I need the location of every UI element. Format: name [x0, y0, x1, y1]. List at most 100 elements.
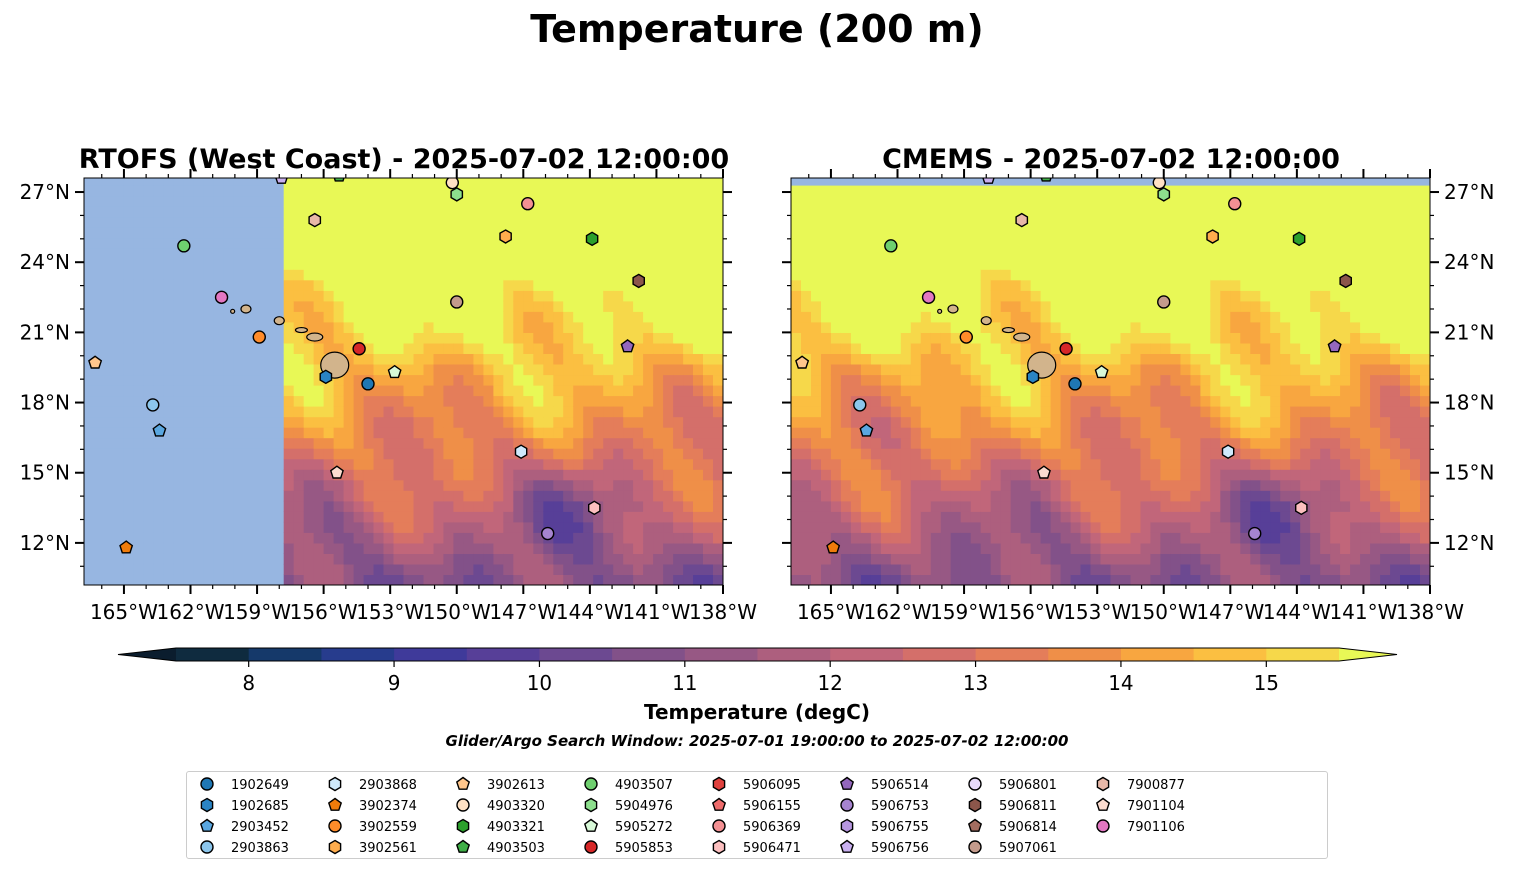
x-tick-label: 150°W — [1130, 600, 1198, 624]
legend-item: 5906755 — [841, 820, 929, 836]
y-tick-label: 18°N — [1444, 391, 1494, 415]
legend-item: 1902685 — [201, 799, 289, 815]
search-window-caption: Glider/Argo Search Window: 2025-07-01 19… — [446, 732, 1069, 750]
colorbar-segment — [394, 648, 467, 661]
legend-label: 2903452 — [231, 820, 289, 835]
legend-marker-4903320 — [457, 799, 469, 811]
legend-marker-1902685 — [201, 799, 212, 812]
x-tick-label: 162°W — [864, 600, 932, 624]
colorbar-label: Temperature (degC) — [644, 700, 870, 724]
legend-label: 1902649 — [231, 778, 289, 793]
colorbar-segment — [321, 648, 394, 661]
legend-label: 5906811 — [999, 799, 1057, 814]
float-marker-2903863 — [147, 399, 159, 411]
legend-label: 3902613 — [487, 778, 545, 793]
legend-label: 3902559 — [359, 820, 417, 835]
legend-marker-5906756 — [841, 841, 853, 853]
legend-marker-7900877 — [1097, 778, 1108, 791]
legend-label: 5904976 — [615, 799, 673, 814]
y-tick-label: 21°N — [1444, 320, 1494, 344]
float-marker-5906369 — [1229, 198, 1241, 210]
legend-marker-5905853 — [585, 841, 597, 853]
x-tick-label: 138°W — [689, 600, 757, 624]
y-tick-label: 12°N — [20, 531, 70, 555]
float-marker-5904976 — [1158, 188, 1169, 201]
float-marker-4903321 — [587, 232, 598, 245]
legend-item: 5906756 — [841, 841, 929, 857]
legend-label: 1902685 — [231, 799, 289, 814]
legend-item: 7901106 — [1097, 820, 1185, 835]
float-marker-5906369 — [522, 198, 534, 210]
rtofs-map-panel: RTOFS (West Coast) - 2025-07-02 12:00:00… — [20, 144, 758, 624]
colorbar-segment — [467, 648, 540, 661]
legend-item: 1902649 — [201, 778, 289, 793]
legend-marker-5906801 — [969, 778, 981, 790]
float-marker-1902649 — [1069, 378, 1081, 390]
float-marker-5906811 — [633, 274, 644, 287]
y-tick-label: 15°N — [20, 461, 70, 485]
legend-label: 7901104 — [1127, 799, 1185, 814]
float-marker-3902559 — [960, 331, 972, 343]
x-tick-label: 162°W — [157, 600, 225, 624]
legend-marker-5906514 — [841, 778, 853, 790]
legend-marker-5906753 — [841, 799, 853, 811]
colorbar-tick-label: 10 — [527, 671, 552, 695]
y-tick-label: 15°N — [1444, 461, 1494, 485]
legend-label: 3902374 — [359, 799, 417, 814]
legend-marker-4903321 — [457, 820, 468, 833]
legend-marker-3902561 — [329, 841, 340, 854]
colorbar-segment — [249, 648, 322, 661]
float-marker-3902559 — [253, 331, 265, 343]
legend-item: 5904976 — [585, 799, 673, 815]
legend-label: 2903863 — [231, 841, 289, 856]
colorbar-tick-label: 9 — [388, 671, 401, 695]
legend-item: 5907061 — [969, 841, 1057, 856]
legend-label: 4903503 — [487, 841, 545, 856]
legend-item: 2903452 — [201, 820, 289, 836]
legend-item: 3902559 — [329, 820, 417, 835]
legend-item: 5906753 — [841, 799, 929, 814]
float-marker-3902561 — [500, 230, 511, 243]
legend-label: 5906095 — [743, 778, 801, 793]
legend-item: 4903321 — [457, 820, 545, 836]
float-marker-7900877 — [1016, 214, 1027, 227]
float-marker-5905853 — [353, 343, 365, 355]
x-tick-label: 141°W — [622, 600, 690, 624]
legend-marker-4903507 — [585, 778, 597, 790]
figure-title: Temperature (200 m) — [530, 7, 983, 51]
x-tick-label: 153°W — [356, 600, 424, 624]
y-tick-label: 24°N — [20, 250, 70, 274]
colorbar-segment — [903, 648, 976, 661]
legend-label: 5906753 — [871, 799, 929, 814]
float-marker-1902685 — [1027, 370, 1038, 383]
legend-marker-5904976 — [585, 799, 596, 812]
legend-item: 2903868 — [329, 778, 417, 794]
legend-marker-5906155 — [713, 799, 725, 811]
float-marker-5906471 — [589, 501, 600, 514]
legend-label: 5906814 — [999, 820, 1057, 835]
y-tick-label: 27°N — [20, 180, 70, 204]
legend-marker-4903503 — [457, 841, 469, 853]
legend-label: 5906514 — [871, 778, 929, 793]
float-marker-1902685 — [320, 370, 331, 383]
x-tick-label: 159°W — [223, 600, 291, 624]
legend-marker-5906369 — [713, 820, 725, 832]
temperature-field — [84, 175, 734, 586]
colorbar-segment — [1194, 648, 1267, 661]
float-marker-5905853 — [1060, 343, 1072, 355]
legend-item: 7900877 — [1097, 778, 1185, 794]
legend-marker-5906755 — [841, 820, 852, 833]
float-marker-2903868 — [516, 445, 527, 458]
legend-item: 7901104 — [1097, 799, 1185, 815]
legend-marker-3902374 — [329, 799, 341, 811]
float-marker-7900877 — [309, 214, 320, 227]
float-marker-5907061 — [451, 296, 463, 308]
colorbar-segment — [976, 648, 1049, 661]
legend-item: 5906514 — [841, 778, 929, 794]
legend-item: 3902613 — [457, 778, 545, 794]
colorbar-segment — [612, 648, 685, 661]
float-legend-canvas: 1902649 1902685 2903452 2903863 2903868 39023… — [187, 772, 1327, 858]
legend-label: 5907061 — [999, 841, 1057, 856]
float-marker-4903507 — [885, 240, 897, 252]
